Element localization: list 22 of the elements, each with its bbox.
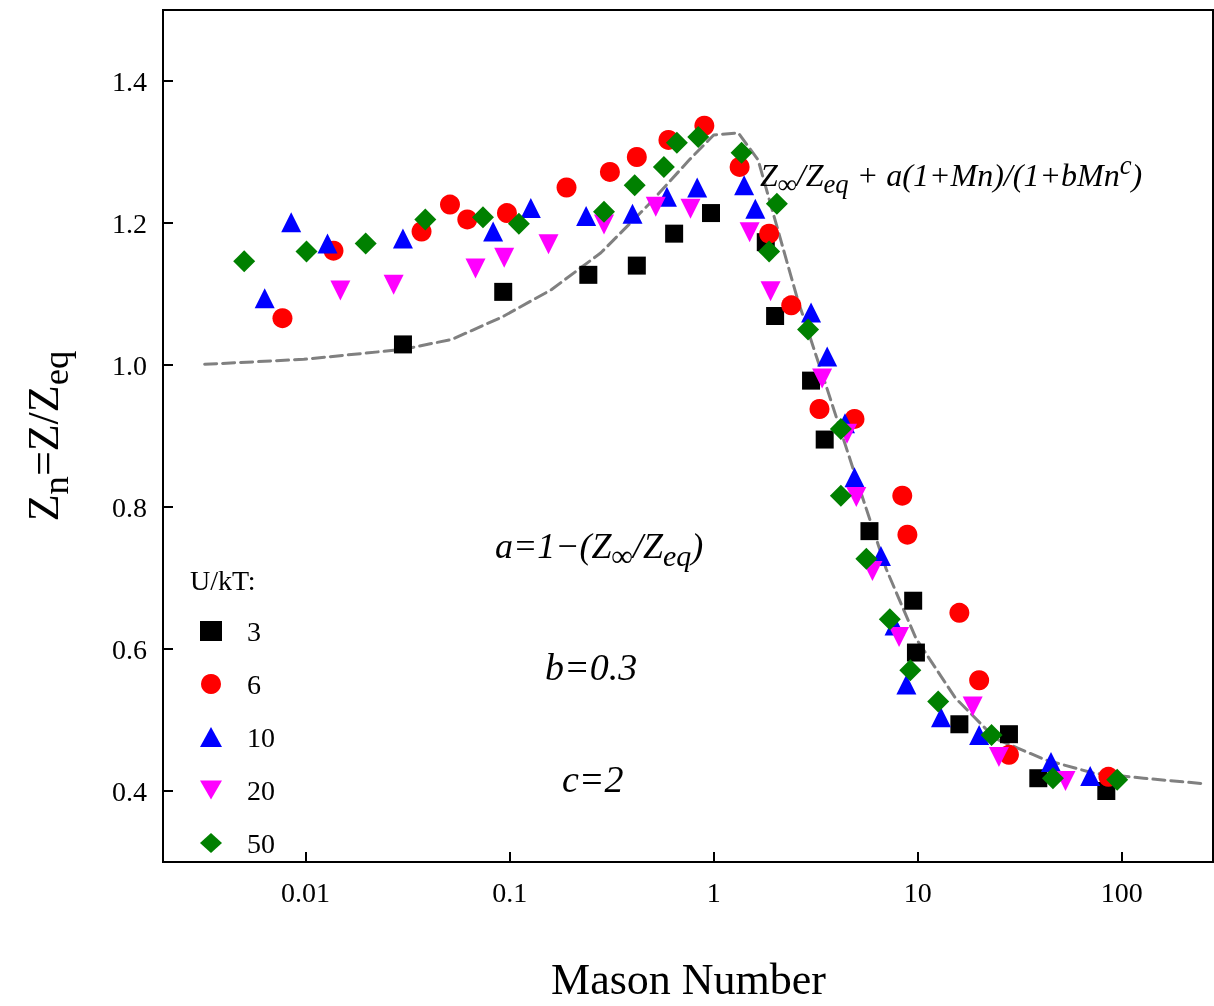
legend-label: 20: [247, 774, 275, 806]
x-tick-label: 10: [903, 876, 932, 908]
x-tick-label: 0.1: [492, 876, 528, 908]
y-tick-label: 0.8: [112, 491, 147, 523]
legend-title: U/kT:: [190, 565, 256, 597]
x-tick-label: 0.01: [281, 876, 331, 908]
y-tick-label: 1.0: [112, 349, 147, 381]
legend-label: 6: [247, 668, 261, 700]
y-tick-label: 1.2: [112, 207, 147, 239]
legend-label: 3: [247, 615, 261, 647]
y-tick-label: 1.4: [112, 65, 147, 97]
legend-label: 10: [247, 721, 275, 753]
x-tick-label: 100: [1100, 876, 1143, 908]
y-tick-label: 0.6: [112, 633, 147, 665]
x-tick-label: 1: [706, 876, 721, 908]
annotation: c=2: [562, 757, 624, 801]
y-tick-label: 0.4: [112, 775, 147, 807]
annotation: a=1−(Z$_{∞}$/Z$_{eq}$): [495, 525, 704, 574]
legend-label: 50: [247, 827, 275, 859]
x-axis-title: Mason Number: [550, 955, 827, 1005]
annotation: Z$_{∞}$/Z$_{eq}$ + a(1+Mn)/(1+bMn$^{c}$): [760, 150, 1143, 201]
annotation: b=0.3: [545, 645, 638, 689]
